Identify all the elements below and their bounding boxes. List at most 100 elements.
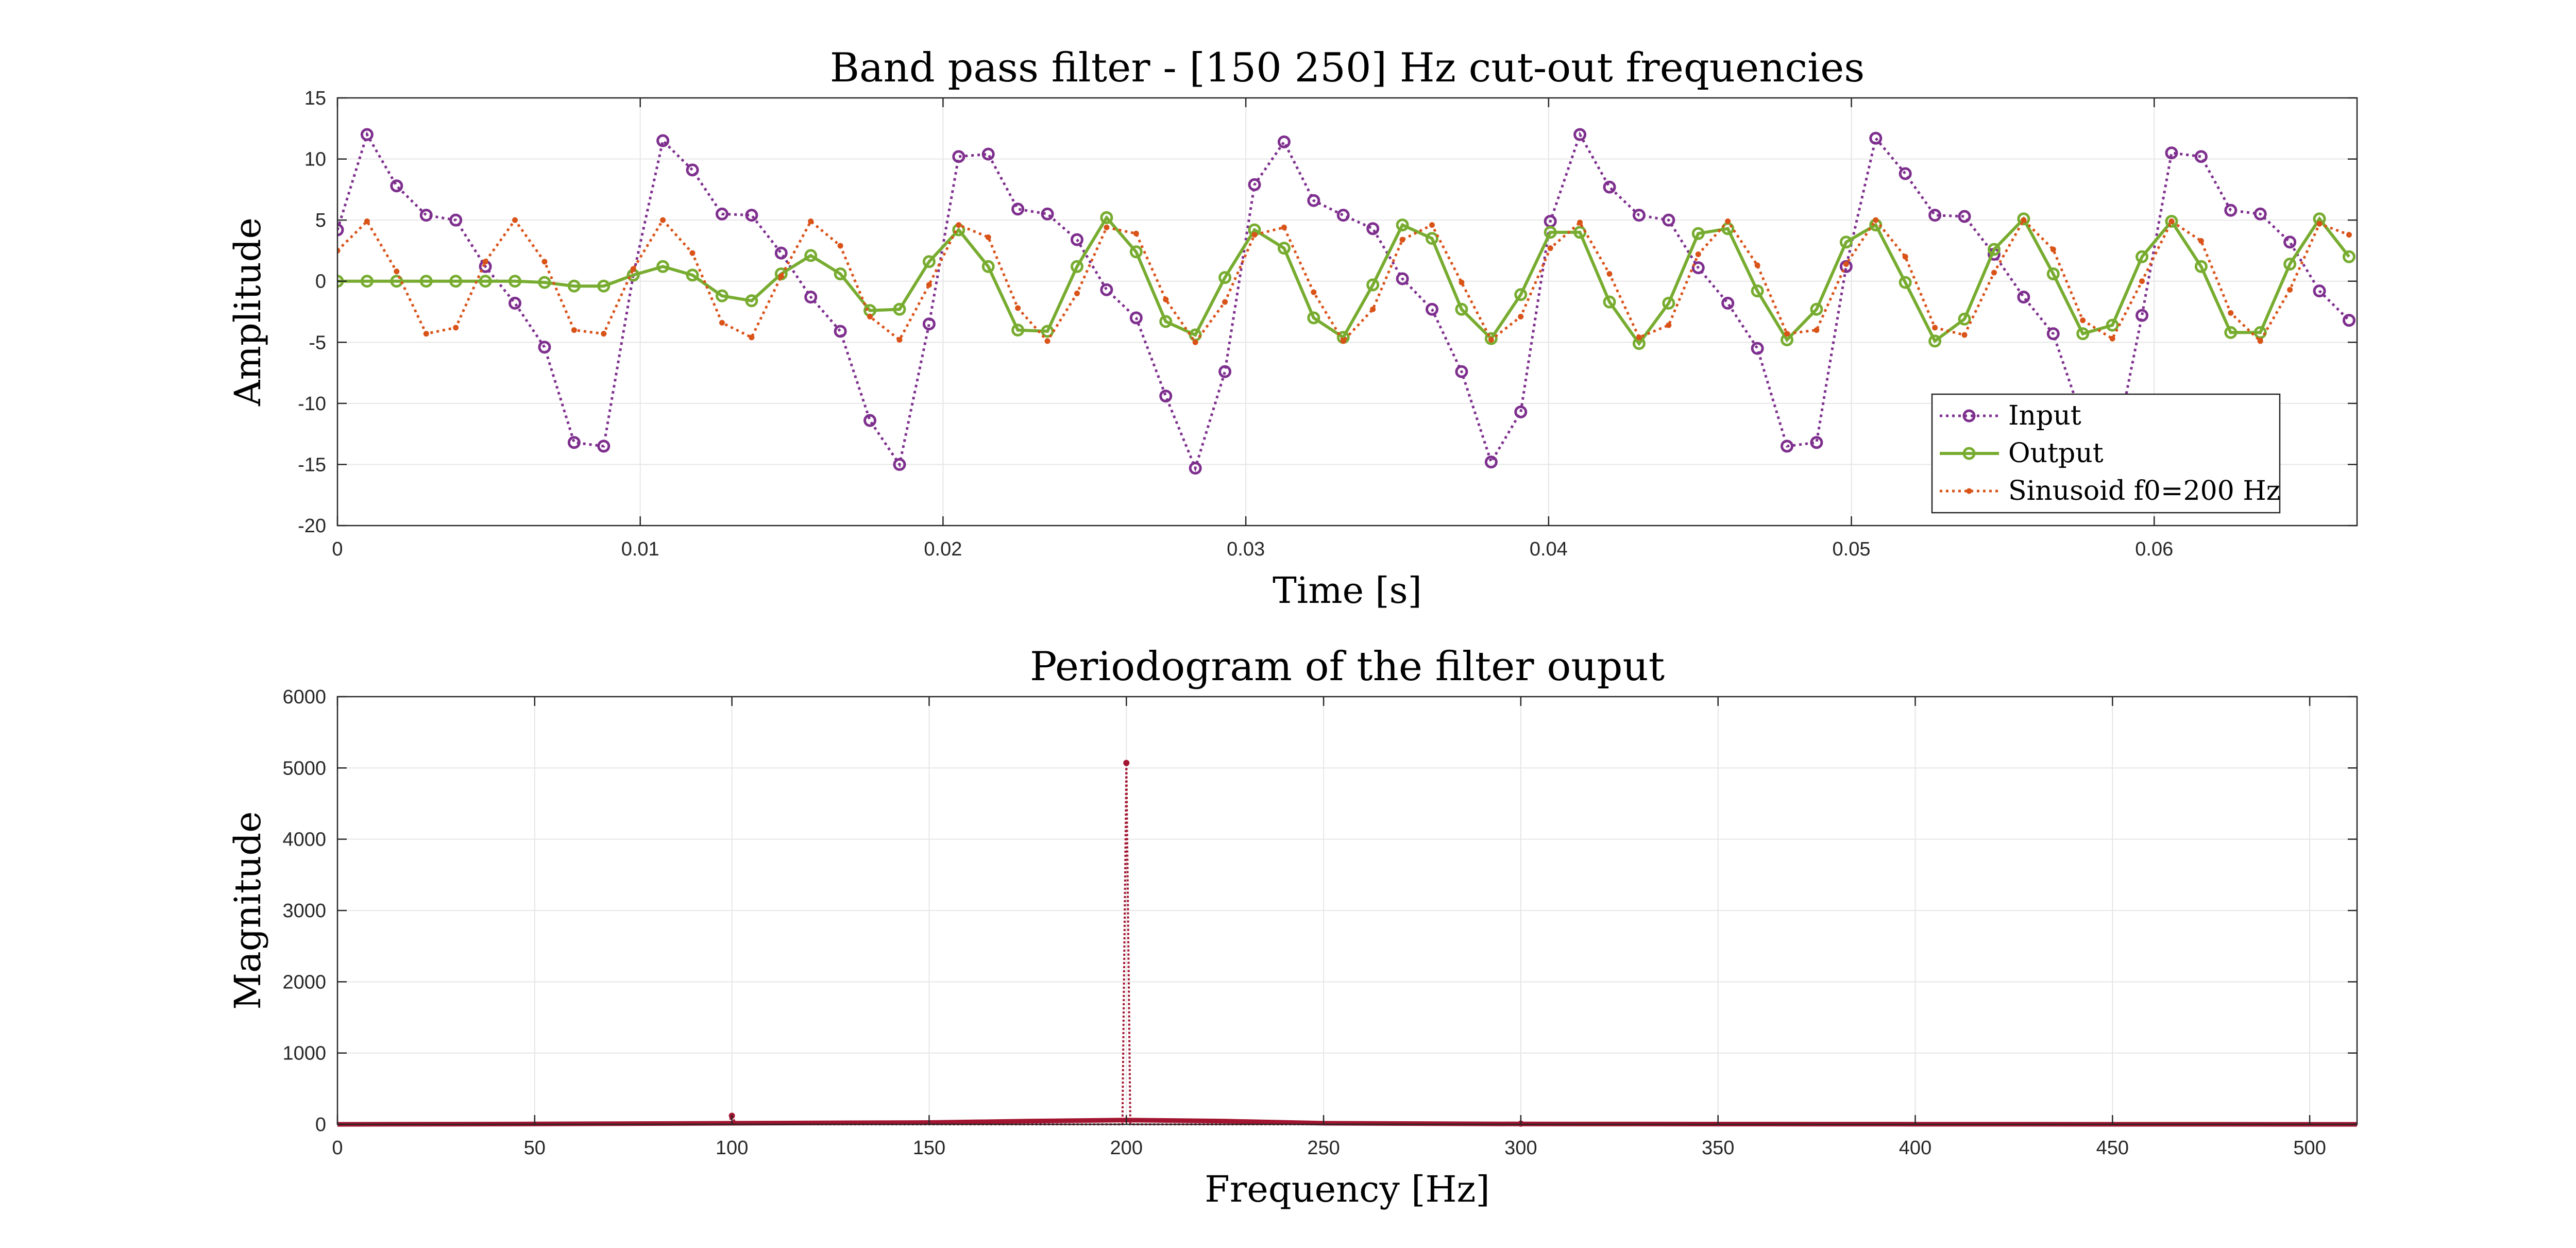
data-point — [1129, 311, 1143, 325]
data-point — [512, 217, 518, 223]
data-point — [1100, 283, 1113, 296]
data-point — [509, 275, 522, 288]
data-point — [2136, 250, 2149, 263]
data-point — [1159, 390, 1173, 403]
data-point — [1396, 218, 1409, 232]
data-point — [1810, 436, 1823, 449]
data-point — [1011, 324, 1025, 337]
data-point — [2168, 218, 2175, 225]
data-point — [1248, 178, 1261, 191]
data-point — [1307, 194, 1320, 207]
data-point — [1577, 220, 1583, 226]
data-point — [1425, 302, 1438, 316]
data-point — [745, 209, 758, 222]
data-point — [2046, 267, 2060, 280]
data-point — [956, 222, 962, 228]
x-tick-label: 400 — [1899, 1137, 1931, 1159]
data-point — [1991, 269, 1997, 276]
data-point — [893, 302, 906, 316]
data-point — [482, 259, 488, 265]
data-point — [774, 246, 788, 260]
data-point — [778, 273, 784, 279]
data-point — [1869, 131, 1883, 145]
data-point — [538, 276, 551, 289]
data-point — [1222, 299, 1228, 305]
periodogram-y-tick-labels: 0 1000 2000 3000 4000 5000 6000 — [282, 686, 326, 1136]
data-point — [2046, 327, 2060, 341]
data-point — [837, 243, 843, 249]
data-point — [1725, 218, 1731, 225]
data-point — [1784, 331, 1790, 337]
data-point — [1396, 272, 1409, 285]
data-point — [2139, 278, 2145, 284]
legend-marker — [1966, 488, 1972, 494]
data-point — [2076, 327, 2090, 341]
data-point — [567, 436, 581, 449]
data-point — [1484, 332, 1498, 345]
data-point — [804, 249, 818, 262]
data-point — [597, 440, 611, 453]
legend-label: Input — [2008, 400, 2081, 431]
data-point — [2224, 326, 2238, 339]
data-point — [1603, 180, 1616, 194]
periodogram-title: Periodogram of the filter ouput — [1030, 644, 1665, 690]
data-point — [1547, 245, 1553, 251]
data-point — [1192, 339, 1198, 345]
y-tick-label: -20 — [298, 515, 326, 537]
y-tick-label: -5 — [309, 332, 326, 353]
data-point — [660, 217, 666, 223]
data-point — [601, 331, 607, 337]
y-tick-label: 4000 — [282, 829, 326, 851]
data-point — [1987, 243, 2001, 256]
data-point — [1928, 334, 1942, 348]
data-point — [1189, 462, 1202, 475]
data-point — [834, 267, 847, 280]
y-tick-label: 15 — [304, 88, 326, 109]
data-point — [745, 294, 758, 308]
y-tick-label: 5 — [315, 210, 326, 231]
data-point — [1958, 312, 1971, 326]
y-tick-label: 0 — [315, 271, 326, 293]
data-point — [981, 260, 995, 273]
data-point — [449, 275, 463, 288]
x-tick-label: 300 — [1504, 1137, 1537, 1159]
time-plot-axes-box — [336, 97, 2358, 527]
data-point — [1695, 251, 1701, 258]
x-tick-label: 250 — [1307, 1137, 1340, 1159]
data-point — [567, 279, 581, 293]
x-tick-label: 0.02 — [924, 538, 962, 560]
data-point — [922, 255, 936, 268]
data-point — [1218, 365, 1232, 378]
data-point — [1218, 271, 1232, 284]
data-point — [656, 260, 670, 273]
data-point — [453, 325, 459, 331]
y-tick-label: 2000 — [282, 971, 326, 993]
data-point — [1514, 405, 1528, 418]
data-point — [1928, 209, 1942, 222]
x-tick-label: 0.06 — [2135, 538, 2173, 560]
data-point — [1311, 289, 1317, 295]
legend-label: Output — [2008, 438, 2104, 469]
x-tick-label: 0 — [332, 538, 343, 560]
data-point — [1251, 232, 1258, 238]
data-point — [2021, 217, 2027, 223]
data-point — [689, 250, 696, 256]
data-point — [597, 279, 611, 293]
legend-marker — [1962, 409, 1976, 423]
data-point — [509, 296, 522, 310]
legend-entry: Input — [1940, 400, 2081, 431]
data-point — [1932, 325, 1938, 331]
x-tick-label: 500 — [2293, 1137, 2326, 1159]
time-plot-title: Band pass filter - [150 250] Hz cut-out … — [830, 45, 1865, 91]
data-point — [808, 218, 814, 225]
time-plot-series — [337, 128, 2355, 475]
data-point — [2136, 309, 2149, 322]
data-point — [1277, 135, 1291, 148]
data-point — [1070, 233, 1083, 246]
data-point — [981, 147, 995, 161]
data-point — [1751, 342, 1764, 355]
data-point — [423, 331, 429, 337]
data-point — [2253, 326, 2267, 339]
x-tick-label: 0.05 — [1833, 538, 1871, 560]
data-point — [1044, 338, 1050, 344]
